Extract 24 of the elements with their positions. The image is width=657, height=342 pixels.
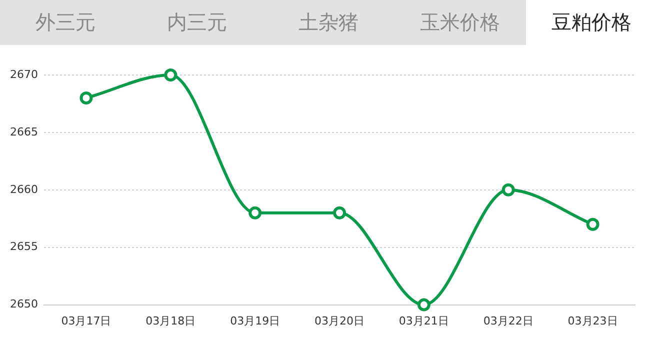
y-tick-label: 2670 <box>10 68 38 81</box>
text: 土杂猪 <box>262 0 394 45</box>
point <box>586 218 600 231</box>
y-tick-label: 2655 <box>10 240 38 254</box>
point <box>417 298 430 312</box>
x-tick-label: 03月18日 <box>146 314 196 328</box>
point <box>502 183 515 196</box>
y-tick-label: 2650 <box>10 298 38 311</box>
text: 豆粕价格 <box>526 0 657 45</box>
x-tick-label: 03月21日 <box>398 314 449 328</box>
y-tick-label: 2665 <box>10 125 38 138</box>
text: 内三元 <box>131 0 263 45</box>
x-tick-label: 03月20日 <box>314 314 364 328</box>
point <box>332 206 346 220</box>
text: 玉米价格 <box>394 0 526 45</box>
x-tick-label: 03月19日 <box>230 314 280 328</box>
point <box>80 91 93 104</box>
point <box>248 206 262 220</box>
point <box>164 68 178 82</box>
x-tick-label: 03月17日 <box>61 314 112 328</box>
x-tick-label: 03月22日 <box>483 314 534 328</box>
x-tick-label: 03月23日 <box>568 314 618 328</box>
y-tick-label: 2660 <box>10 182 38 196</box>
text: 外三元 <box>0 0 132 45</box>
